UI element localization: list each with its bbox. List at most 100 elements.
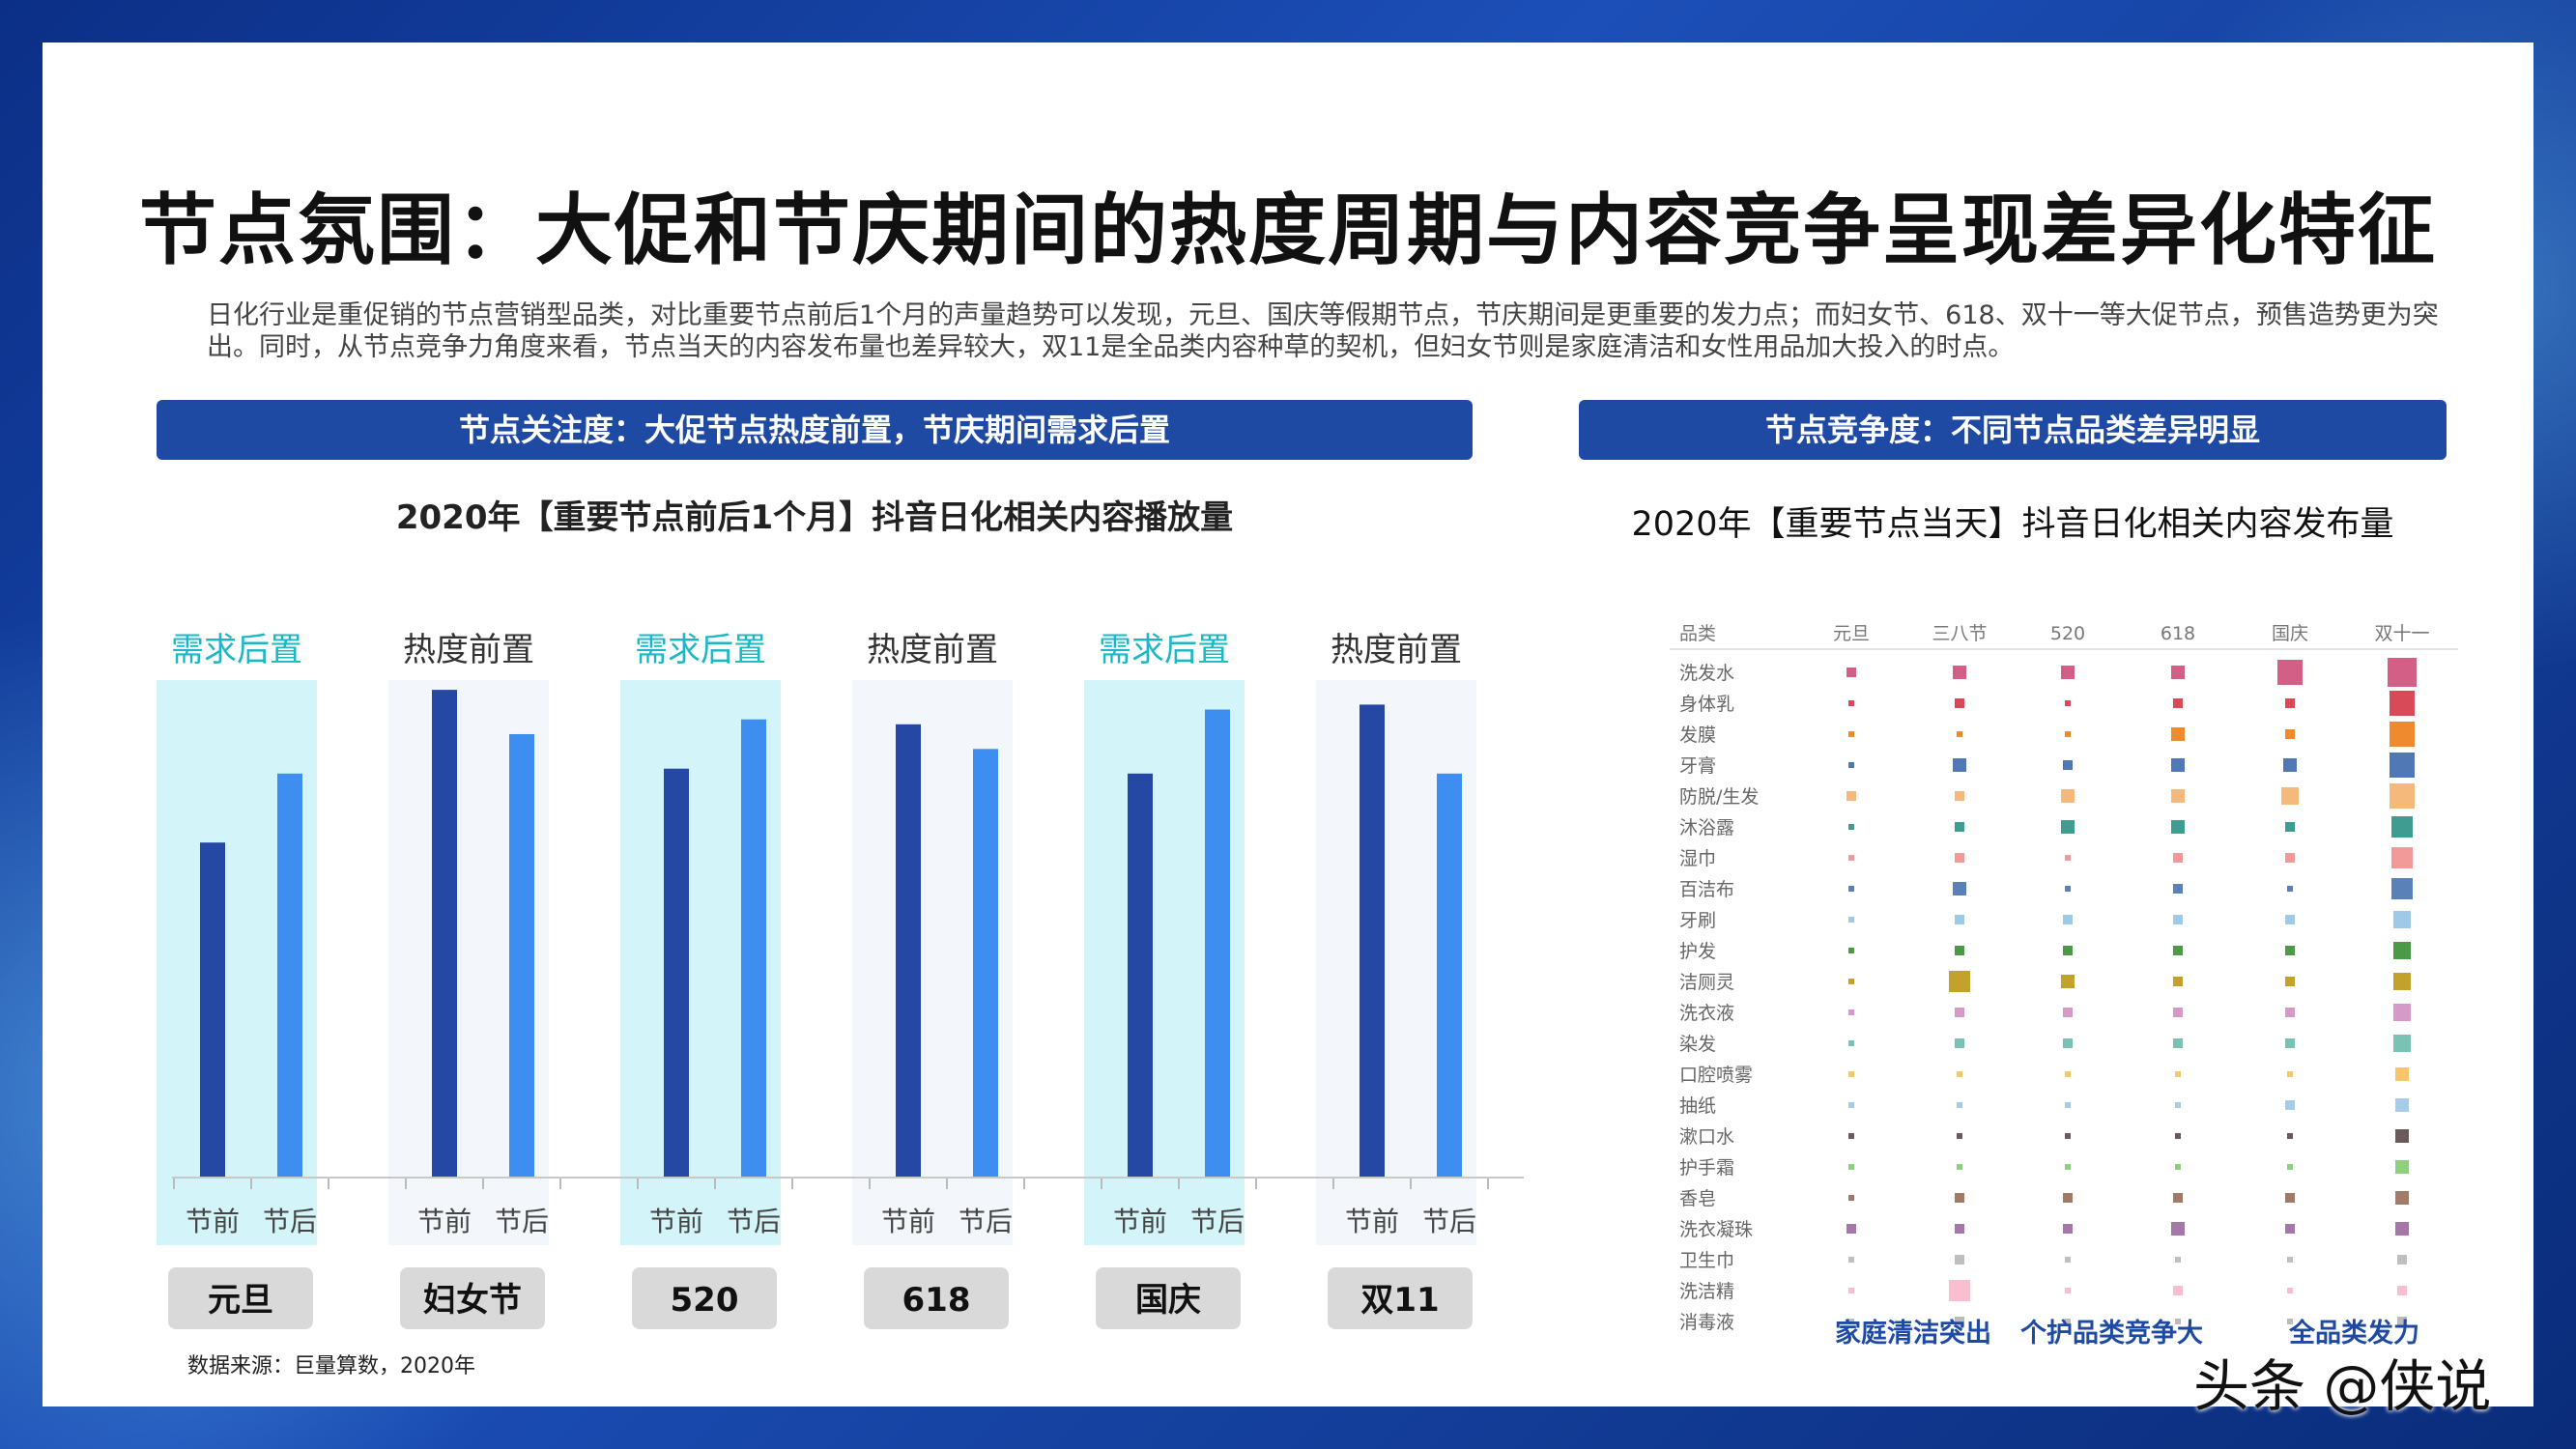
bar-sublabel: 节后 xyxy=(1190,1206,1245,1237)
heatmap-row-label: 身体乳 xyxy=(1679,694,1734,715)
heatmap-cell xyxy=(1955,1193,1964,1203)
intro-paragraph: 日化行业是重促销的节点营销型品类，对比重要节点前后1个月的声量趋势可以发现，元旦… xyxy=(207,300,2439,362)
heatmap-cell xyxy=(1955,1255,1964,1264)
heatmap-cell xyxy=(2393,1004,2411,1021)
heatmap-cell xyxy=(2173,853,2183,863)
heatmap-cell xyxy=(1848,1071,1854,1077)
heatmap-cell xyxy=(2065,700,2071,706)
heatmap-cell xyxy=(2397,1255,2407,1264)
heatmap-cell xyxy=(2287,886,2293,892)
heatmap-cell xyxy=(2285,698,2295,708)
heatmap-cell xyxy=(1848,1319,1854,1324)
heatmap-cell xyxy=(2175,1102,2181,1108)
note-all-categories: 全品类发力 xyxy=(2289,1319,2419,1349)
heatmap-cell xyxy=(1848,1102,1854,1108)
heatmap-cell xyxy=(2285,977,2295,986)
slide-card: 节点氛围：大促和节庆期间的热度周期与内容竞争呈现差异化特征 日化行业是重促销的节… xyxy=(43,43,2533,1406)
heatmap-cell xyxy=(2390,691,2415,716)
heatmap-cell xyxy=(2175,1133,2181,1139)
heatmap-cell xyxy=(2285,915,2295,924)
heatmap-cell xyxy=(1848,855,1854,861)
heatmap-cell xyxy=(1846,1224,1856,1234)
heatmap-cell xyxy=(2390,722,2415,747)
heatmap-cell xyxy=(2171,820,2185,834)
heatmap-row-label: 百洁布 xyxy=(1679,879,1734,900)
left-panel-header: 节点关注度：大促节点热度前置，节庆期间需求后置 xyxy=(157,400,1473,460)
heatmap-cell xyxy=(1953,882,1966,895)
heatmap-cell xyxy=(2065,1257,2071,1263)
heatmap-cell xyxy=(1848,1288,1854,1293)
heatmap-column-label: 三八节 xyxy=(1932,623,1987,644)
bar-before xyxy=(664,768,689,1178)
bar-sublabel: 节前 xyxy=(1113,1206,1167,1237)
heatmap-cell xyxy=(2287,1164,2293,1170)
category-pill xyxy=(1096,1267,1241,1329)
bar-after xyxy=(1437,773,1462,1178)
heatmap-cell xyxy=(1955,946,1964,955)
bar-after xyxy=(277,773,302,1178)
heatmap-row-label: 洗洁精 xyxy=(1679,1281,1734,1302)
data-source: 数据来源：巨量算数，2020年 xyxy=(187,1354,475,1378)
heatmap-cell xyxy=(2285,1100,2295,1110)
heatmap-cell xyxy=(1848,700,1854,706)
heatmap-cell xyxy=(2391,816,2413,838)
heatmap-cell xyxy=(2395,1129,2409,1143)
heatmap-cell xyxy=(2285,946,2295,955)
bar-sublabel: 节后 xyxy=(727,1206,781,1237)
heatmap-cell xyxy=(2283,758,2297,772)
heatmap-cell xyxy=(2285,1008,2295,1017)
heatmap-cell xyxy=(2063,915,2073,924)
heatmap-cell xyxy=(1949,971,1970,992)
heatmap-cell xyxy=(2063,760,2073,770)
heatmap-cell xyxy=(1957,1133,1962,1139)
group-annotation: 热度前置 xyxy=(867,631,998,669)
heatmap-cell xyxy=(2171,1222,2185,1236)
heatmap-cell xyxy=(2065,1071,2071,1077)
heatmap-cell xyxy=(2287,1319,2293,1324)
heatmap-cell xyxy=(2395,1191,2409,1205)
heatmap-column-label: 618 xyxy=(2161,623,2195,644)
bar-before xyxy=(1128,773,1153,1178)
heatmap-corner-label: 品类 xyxy=(1679,623,1716,644)
heatmap-cell xyxy=(2171,789,2185,803)
heatmap-cell xyxy=(2061,820,2075,834)
group-annotation: 需求后置 xyxy=(635,631,766,669)
heatmap-row-label: 牙膏 xyxy=(1679,754,1716,777)
bar-sublabel: 节后 xyxy=(959,1206,1013,1237)
heatmap-cell xyxy=(1848,1164,1854,1170)
heatmap-row-label: 洁厕灵 xyxy=(1679,972,1734,993)
heatmap-row-label: 染发 xyxy=(1679,1034,1716,1055)
heatmap-cell xyxy=(1848,1195,1854,1201)
heatmap-cell xyxy=(2063,1224,2073,1234)
category-label: 元旦 xyxy=(208,1281,273,1320)
group-annotation: 需求后置 xyxy=(171,631,302,669)
heatmap-cell xyxy=(2285,1193,2295,1203)
heatmap-row-label: 护发 xyxy=(1679,941,1716,962)
heatmap-cell xyxy=(2173,698,2183,708)
heatmap-cell xyxy=(1953,666,1966,679)
heatmap-column-label: 双十一 xyxy=(2374,623,2429,644)
heatmap-row-label: 沐浴露 xyxy=(1679,817,1734,838)
heatmap-cell xyxy=(2175,1164,2181,1170)
heatmap-cell xyxy=(2065,855,2071,861)
bar-sublabel: 节前 xyxy=(1345,1206,1399,1237)
heatmap-cell xyxy=(2395,1222,2409,1236)
heatmap-cell xyxy=(1848,1040,1854,1046)
heatmap-cell xyxy=(2061,975,2075,988)
bar-before xyxy=(432,690,457,1178)
heatmap-cell xyxy=(1848,1257,1854,1263)
watermark: 头条 @侠说 xyxy=(2193,1353,2492,1419)
heatmap-cell xyxy=(2175,1257,2181,1263)
heatmap-row-label: 卫生巾 xyxy=(1679,1250,1734,1271)
heatmap-cell xyxy=(1846,668,1856,677)
heatmap-row-label: 防脱/生发 xyxy=(1679,786,1759,808)
right-panel-header: 节点竞争度：不同节点品类差异明显 xyxy=(1579,400,2447,460)
heatmap-cell xyxy=(2065,1319,2071,1324)
bar-after xyxy=(973,749,998,1178)
heatmap-cell xyxy=(1848,1133,1854,1139)
heatmap-cell xyxy=(2285,1224,2295,1234)
left-chart-title: 2020年【重要节点前后1个月】抖音日化相关内容播放量 xyxy=(395,498,1234,537)
heatmap-cell xyxy=(2285,822,2295,832)
heatmap-row-label: 漱口水 xyxy=(1679,1126,1734,1148)
heatmap-cell xyxy=(1955,1008,1964,1017)
